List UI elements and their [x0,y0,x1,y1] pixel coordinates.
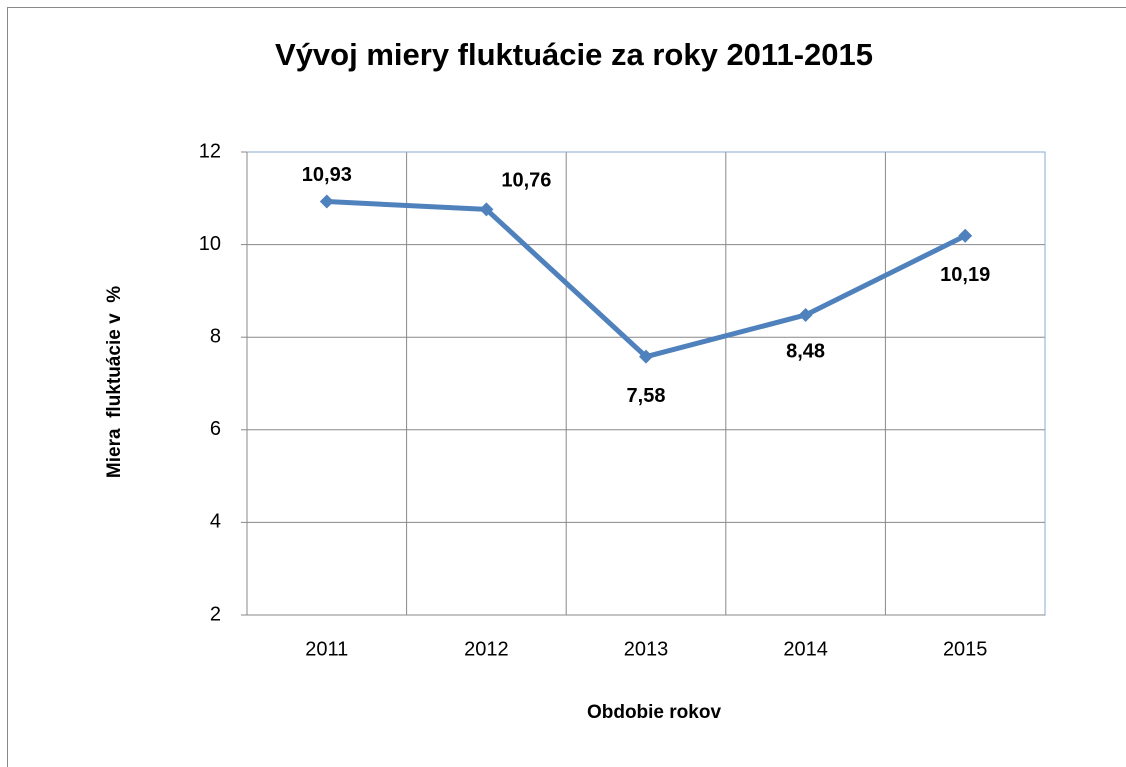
x-tick-label: 2015 [943,638,988,660]
y-axis-title: Miera fluktuácie v % [104,286,125,478]
y-tick-label: 4 [210,511,221,533]
data-label: 10,76 [501,170,551,192]
point-marker [639,349,653,364]
point-marker [798,307,813,322]
point-marker [958,228,973,243]
x-tick-label: 2014 [783,638,828,660]
y-tick-label: 2 [210,603,221,625]
x-tick-label: 2012 [464,638,509,660]
point-marker [319,194,334,209]
chart-frame [7,7,1126,767]
x-axis-title: Obdobie rokov [587,702,722,723]
data-label: 7,58 [627,385,666,407]
y-tick-label: 12 [199,140,221,162]
point-marker [479,202,494,217]
plot-border [246,151,1046,616]
data-label: 10,93 [302,164,352,186]
y-tick-label: 8 [210,325,221,347]
chart-title: Vývoj miery fluktuácie za roky 2011-2015 [275,37,873,72]
y-tick-label: 10 [199,233,221,255]
x-tick-label: 2013 [624,638,669,660]
y-tick-label: 6 [210,418,221,440]
series-line [326,199,967,360]
x-tick-label: 2011 [305,638,348,660]
data-label: 8,48 [786,340,825,362]
data-label: 10,19 [940,264,990,286]
